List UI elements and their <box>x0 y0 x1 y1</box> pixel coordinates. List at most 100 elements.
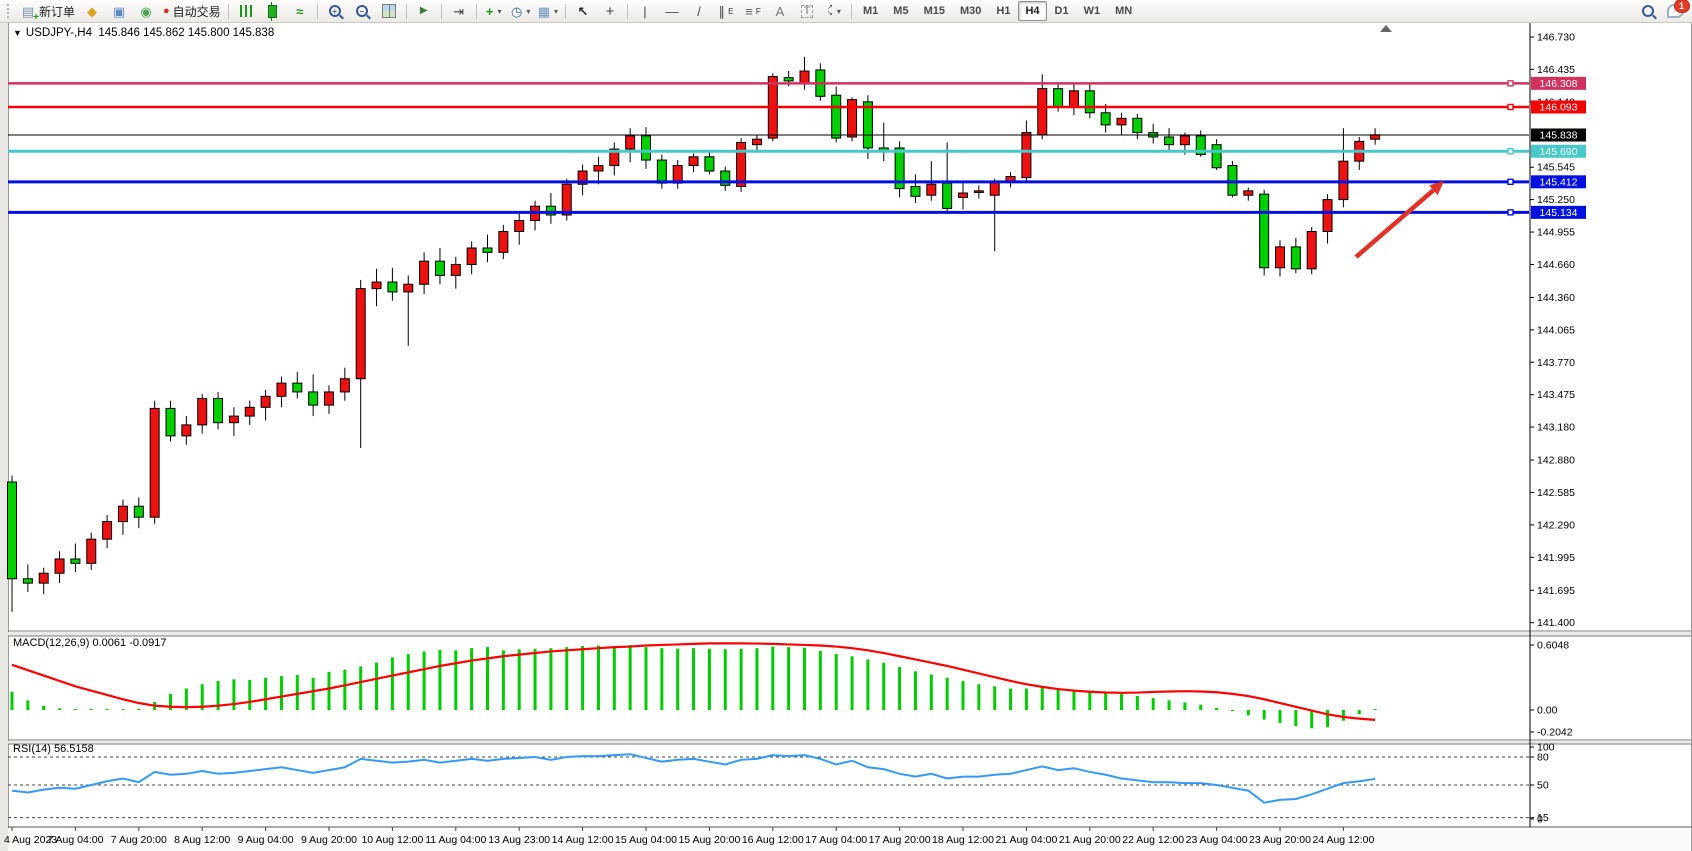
bar-chart-button[interactable] <box>233 1 259 21</box>
vertical-line-button[interactable]: | <box>632 1 658 21</box>
candle <box>371 268 382 307</box>
candle <box>1068 84 1079 115</box>
hline-145.412[interactable] <box>8 178 1529 186</box>
macd-axis-label: -0.2042 <box>1537 726 1573 738</box>
time-tick-label: 7 Aug 04:00 <box>47 834 103 846</box>
periods-button[interactable]: ◷ ▾ <box>508 1 534 21</box>
chat-icon: 1 <box>1666 0 1690 18</box>
candle <box>577 164 588 196</box>
search-button[interactable] <box>1635 1 1661 21</box>
candle <box>213 391 224 430</box>
clock-icon: ◷ <box>511 3 523 19</box>
time-tick-label: 17 Aug 04:00 <box>805 834 867 846</box>
trendline-button[interactable]: / <box>686 1 712 21</box>
candle <box>1148 123 1159 144</box>
autotrading-button[interactable]: ● 自动交易 <box>160 1 224 21</box>
hline-handle <box>1507 148 1514 155</box>
notification-badge: 1 <box>1673 0 1690 13</box>
metaeditor-button[interactable]: ◆ <box>79 1 105 21</box>
candle <box>1005 172 1016 188</box>
price-tick-label: 146.435 <box>1537 64 1575 76</box>
candle <box>958 180 968 210</box>
timeframe-w1-button[interactable]: W1 <box>1083 5 1101 17</box>
chart-shift-button[interactable]: ⇥ <box>446 1 472 21</box>
price-tick-label: 141.995 <box>1537 552 1575 564</box>
hline-handle <box>1507 80 1514 87</box>
timeframe-m15-button[interactable]: M15 <box>923 5 945 17</box>
candle <box>70 543 81 573</box>
hline-146.093[interactable] <box>8 103 1529 111</box>
signals-icon: ◉ <box>140 3 152 19</box>
hlines-layer[interactable] <box>8 80 1529 216</box>
hline-145.69[interactable] <box>8 148 1529 155</box>
time-tick-label: 4 Aug 2023 <box>4 834 57 846</box>
market-watch-button[interactable]: ▣ <box>106 1 132 21</box>
svg-text:145.412: 145.412 <box>1540 176 1578 188</box>
price-tick-label: 144.360 <box>1537 292 1575 304</box>
candle <box>7 475 17 612</box>
arrows-tool-button[interactable]: ↗ ↘ ▾ <box>821 1 847 21</box>
candle <box>656 154 667 189</box>
toolbar-separator <box>440 3 442 19</box>
price-badge-145.412: 145.412 <box>1531 175 1586 189</box>
templates-button[interactable]: ▦ ▾ <box>535 1 561 21</box>
price-tick-label: 146.730 <box>1537 31 1575 43</box>
signals-button[interactable]: ◉ <box>133 1 159 21</box>
line-chart-button[interactable]: ≈ <box>287 1 313 21</box>
new-order-button[interactable]: ▤ + 新订单 <box>17 1 78 23</box>
toolbar-separator <box>475 3 477 19</box>
trend-arrow-annotation[interactable] <box>1354 181 1444 259</box>
vertical-line-icon: | <box>643 3 647 19</box>
toolbar-separator <box>565 3 566 19</box>
candle <box>1354 136 1365 170</box>
toolbar-separator <box>851 3 852 19</box>
horizontal-line-button[interactable]: — <box>659 1 685 21</box>
svg-text:145.690: 145.690 <box>1540 146 1578 158</box>
timeframe-h4-button[interactable]: H4 <box>1018 1 1047 21</box>
time-tick-label: 14 Aug 12:00 <box>552 834 614 846</box>
price-axis[interactable]: 146.730146.435146.140145.545145.250144.9… <box>1529 22 1586 827</box>
timeframe-m30-button[interactable]: M30 <box>959 5 982 17</box>
timeframe-h1-button[interactable]: H1 <box>996 5 1011 17</box>
timeframe-mn-button[interactable]: MN <box>1115 5 1133 17</box>
auto-scroll-button[interactable]: ▶ <box>411 1 437 21</box>
candle <box>450 256 461 289</box>
chat-button[interactable]: 1 <box>1662 0 1690 21</box>
rsi-axis-label: 15 <box>1537 812 1549 824</box>
candle <box>292 372 303 399</box>
toolbar-grip[interactable] <box>7 4 13 18</box>
toolbar-separator <box>227 3 229 19</box>
price-tick-label: 142.290 <box>1537 519 1575 531</box>
price-badge-145.134: 145.134 <box>1531 205 1586 219</box>
candle <box>672 160 683 189</box>
tile-windows-button[interactable] <box>376 1 402 21</box>
candle <box>149 400 160 524</box>
timeframe-m5-button[interactable]: M5 <box>893 5 909 17</box>
timeframe-m1-button[interactable]: M1 <box>863 5 879 17</box>
svg-text:145.838: 145.838 <box>1540 130 1578 142</box>
hline-145.134[interactable] <box>8 209 1529 216</box>
zoom-in-button[interactable]: + <box>322 1 348 21</box>
candlestick-chart-button[interactable] <box>260 1 286 21</box>
collapse-triangle-icon[interactable]: ▼ <box>13 28 22 38</box>
hline-146.308[interactable] <box>8 80 1529 87</box>
candle <box>133 497 144 529</box>
rsi-axis-label: 0 <box>1537 814 1543 826</box>
macd-signal-value: -0.0917 <box>129 637 167 649</box>
zoom-out-button[interactable]: − <box>349 1 375 21</box>
cursor-button[interactable]: ↖ <box>570 1 596 21</box>
candle <box>324 385 334 414</box>
svg-text:146.093: 146.093 <box>1540 101 1578 113</box>
svg-text:145.134: 145.134 <box>1540 207 1578 219</box>
text-label-button[interactable]: T <box>794 1 820 21</box>
fibonacci-button[interactable]: ≡ F <box>740 1 766 21</box>
equidistant-channel-button[interactable]: ∥ E <box>713 1 739 21</box>
text-button[interactable]: A <box>767 1 793 21</box>
timeframe-d1-button[interactable]: D1 <box>1054 5 1069 17</box>
crosshair-button[interactable]: + <box>597 1 623 21</box>
indicators-button[interactable]: + ▾ <box>481 1 507 21</box>
time-tick-label: 10 Aug 12:00 <box>361 834 423 846</box>
candle <box>482 234 493 263</box>
